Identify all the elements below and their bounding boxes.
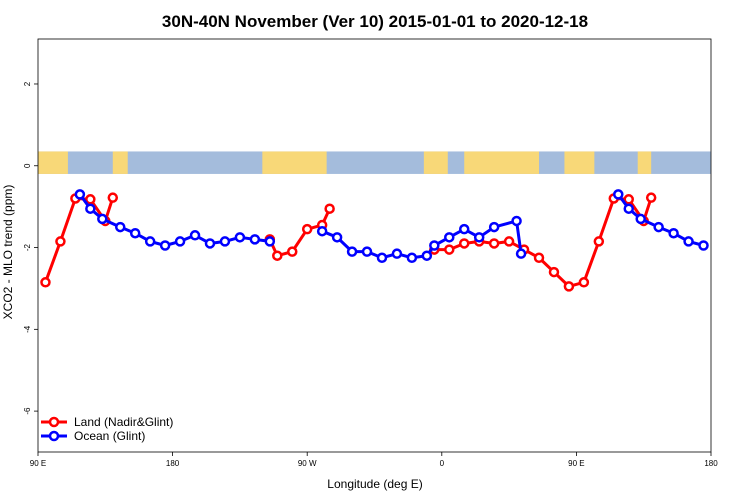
series-0-point-2-13 (623, 194, 634, 205)
legend: Land (Nadir&Glint)Ocean (Glint) (41, 415, 173, 443)
series-1-point-1-8 (429, 240, 440, 251)
land-mass-4 (464, 151, 540, 174)
series-1-point-0-11 (234, 232, 246, 243)
series-1-point-0-2 (97, 213, 108, 225)
series-1-point-1-7 (421, 250, 433, 261)
legend-label-0: Land (Nadir&Glint) (74, 415, 173, 429)
series-0-point-1-3 (301, 223, 313, 235)
series-0-point-1-1 (272, 250, 283, 261)
series-1-point-0-6 (159, 240, 171, 251)
x-axis: 90 E 180 90 W 0 90 E 180 (30, 452, 718, 468)
x-tick-label-0: 90 E (30, 459, 46, 468)
series-0-point-1-2 (286, 246, 298, 257)
series-1-point-0-8 (189, 230, 201, 241)
series-1-point-2-1 (623, 203, 634, 214)
series-1-point-2-2 (635, 213, 646, 225)
series-0-point-2-7 (533, 252, 545, 264)
series-1-point-0-4 (129, 227, 141, 239)
series-1-point-0-10 (219, 236, 231, 247)
series-1-point-2-3 (653, 221, 664, 233)
series-1-point-0-7 (174, 236, 186, 247)
series-1-point-0-5 (144, 236, 156, 247)
series-1-point-1-12 (488, 221, 500, 233)
series-1-point-1-3 (361, 246, 373, 257)
y-tick-label-1: 0 (23, 163, 32, 168)
ocean-band (38, 151, 711, 174)
y-tick-label-2: -2 (23, 243, 32, 251)
series-1-point-1-5 (391, 248, 403, 259)
series-0-point-2-11 (593, 236, 605, 247)
series-1-point-1-2 (346, 246, 358, 257)
x-tick-label-5: 180 (704, 459, 718, 468)
x-tick-label-3: 0 (440, 459, 445, 468)
series-0-point-2-15 (645, 192, 657, 203)
y-tick-label-4: -6 (23, 407, 32, 415)
land-mass-5 (564, 151, 595, 174)
series-1-point-1-4 (376, 252, 388, 264)
series-1-point-1-1 (331, 232, 343, 243)
series-0-point-0-0 (40, 277, 51, 288)
y-axis-label: XCO2 - MLO trend (ppm) (1, 185, 15, 320)
series-0-point-0-5 (107, 192, 119, 203)
series-0-point-2-10 (578, 277, 590, 288)
series-1-point-0-9 (204, 238, 216, 249)
series-0-point-2-8 (548, 266, 560, 278)
series-1-point-0-3 (115, 221, 126, 233)
legend-label-1: Ocean (Glint) (74, 429, 145, 443)
series-0-point-2-2 (458, 238, 470, 249)
legend-marker-0 (48, 416, 60, 428)
series-1-point-0-0 (74, 189, 86, 200)
series-1-point-2-0 (613, 189, 624, 200)
x-tick-label-4: 90 E (568, 459, 584, 468)
series-0-point-0-1 (55, 236, 66, 247)
land-mass-2 (262, 151, 327, 174)
series-0-point-0-3 (85, 194, 96, 205)
land-mass-0 (38, 151, 68, 174)
series-0-point-2-9 (563, 281, 575, 292)
series-1-point-0-12 (249, 234, 261, 245)
x-tick-label-2: 90 W (298, 459, 317, 468)
x-axis-label: Longitude (deg E) (327, 477, 422, 491)
x-tick-label-1: 180 (166, 459, 180, 468)
world-map-strip (38, 151, 711, 174)
land-mass-3 (423, 151, 448, 174)
series-1-point-1-14 (515, 248, 527, 259)
series-1-point-0-1 (85, 203, 96, 214)
series-1-point-2-5 (683, 236, 694, 247)
series-layer (40, 189, 709, 292)
series-0-point-1-5 (324, 203, 335, 214)
series-0-point-2-5 (503, 236, 515, 247)
series-1-point-2-4 (668, 227, 679, 239)
chart-title: 30N-40N November (Ver 10) 2015-01-01 to … (162, 12, 588, 31)
land-mass-1 (112, 151, 128, 174)
series-0-point-2-1 (444, 244, 455, 255)
y-axis: 2 0 -2 -4 -6 (23, 81, 38, 415)
series-1-point-1-6 (406, 252, 418, 264)
land-mass-6 (637, 151, 652, 174)
y-tick-label-3: -4 (23, 325, 32, 333)
series-1-point-0-13 (264, 236, 276, 247)
legend-marker-1 (48, 430, 60, 442)
series-1-point-2-6 (698, 240, 709, 251)
series-1-point-1-0 (316, 225, 328, 237)
series-0-point-2-4 (488, 238, 500, 249)
plot-frame (37, 38, 712, 453)
y-tick-label-0: 2 (23, 81, 32, 86)
series-1-point-1-11 (473, 232, 485, 243)
series-1-point-1-13 (511, 215, 522, 227)
series-1-point-1-10 (458, 223, 470, 235)
series-1-point-1-9 (444, 232, 455, 243)
